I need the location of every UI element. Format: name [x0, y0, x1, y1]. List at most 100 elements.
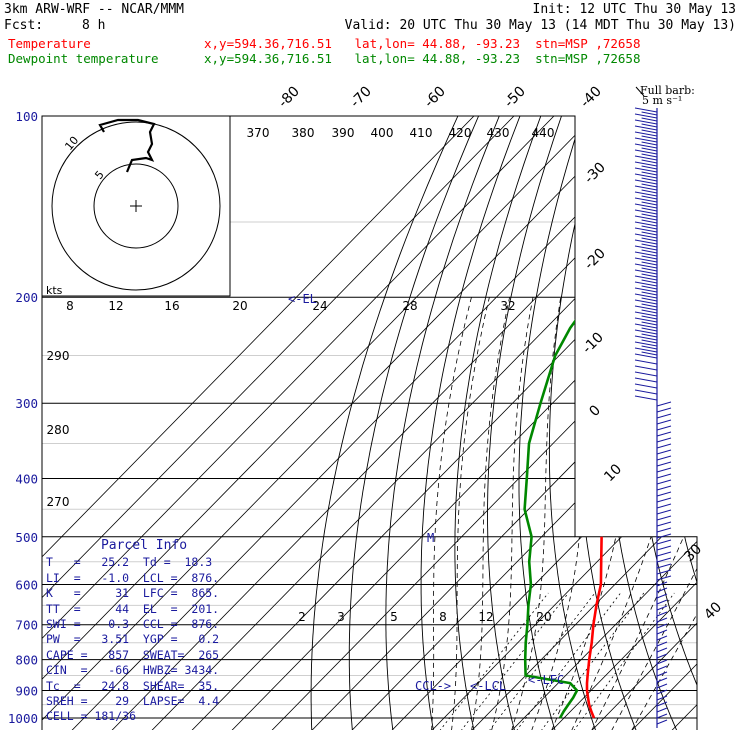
hodograph-speed-tick: 28 — [402, 299, 417, 313]
moist-adiabats — [432, 297, 740, 731]
parcel-info-title: Parcel Info — [46, 538, 228, 553]
dry-adiabat — [549, 116, 603, 731]
parcel-info-panel: Parcel Info T = 25.2 Td = 18.3 LI = -1.0 … — [46, 538, 228, 725]
wind-barb — [642, 112, 657, 115]
isotherm-label: -10 — [579, 329, 606, 356]
mixing-ratio-label: 8 — [439, 610, 447, 624]
parcel-info-row: CIN = -66 HWBZ= 3434. — [46, 663, 228, 678]
wind-barb — [642, 316, 657, 319]
wind-barb — [657, 534, 671, 538]
wind-barb — [642, 286, 657, 289]
wind-barb — [642, 268, 657, 271]
wind-barb — [642, 148, 657, 151]
isotherm-label: -50 — [501, 83, 528, 110]
wind-barb — [657, 648, 667, 652]
wind-barb — [657, 402, 671, 406]
wind-barb — [657, 528, 671, 532]
mixing-ratio-label: 5 — [390, 610, 398, 624]
parcel-info-row: TT = 44 EL = 201. — [46, 602, 228, 617]
theta-label: 420 — [449, 126, 472, 140]
mixing-ratio-label: 20 — [536, 610, 551, 624]
wind-barb — [642, 298, 657, 301]
parcel-info-row: LI = -1.0 LCL = 876. — [46, 571, 228, 586]
wind-barb — [642, 130, 657, 133]
pressure-tick-label: 300 — [15, 396, 38, 411]
theta-lower-label: 280 — [47, 423, 70, 437]
wind-barb — [642, 142, 657, 145]
theta-lower-label: 270 — [47, 495, 70, 509]
barb-legend-units: 5 m s⁻¹ — [642, 94, 682, 107]
isotherm-label: -20 — [581, 245, 608, 272]
wind-barb — [642, 352, 657, 355]
pressure-tick-label: 1000 — [8, 711, 38, 726]
hodograph-speed-tick: 8 — [66, 299, 74, 313]
pressure-tick-label: 800 — [15, 653, 38, 668]
wind-barb — [642, 154, 657, 157]
dry-adiabat — [579, 116, 637, 731]
wind-barb — [657, 714, 667, 718]
wind-barb — [635, 378, 657, 382]
wind-barb — [642, 208, 657, 211]
wind-barb — [635, 384, 657, 388]
parcel-info-row: SREH = 29 LAPSE= 4.4 — [46, 694, 228, 709]
wind-barb — [657, 408, 671, 412]
wind-barb — [642, 160, 657, 163]
isotherm-label: -30 — [581, 159, 608, 186]
wind-barb — [642, 232, 657, 235]
theta-label: 440 — [532, 126, 555, 140]
isotherm-line — [631, 116, 740, 731]
wind-barb — [657, 576, 671, 580]
wind-barb — [642, 124, 657, 127]
theta-label: 410 — [410, 126, 433, 140]
wind-barb — [657, 432, 671, 436]
wind-barb — [642, 244, 657, 247]
wind-barb — [657, 510, 671, 514]
wind-barb — [657, 678, 667, 682]
wind-barb — [642, 328, 657, 331]
wind-barb — [642, 346, 657, 349]
parcel-info-row: CELL = 181/36 — [46, 709, 228, 724]
mixing-ratio-label: 12 — [478, 610, 493, 624]
wind-barb — [657, 600, 667, 604]
mixing-ratio-line — [461, 593, 568, 731]
wind-barb — [642, 184, 657, 187]
wind-barb — [642, 172, 657, 175]
pressure-tick-label: 700 — [15, 618, 38, 633]
isotherm-line — [231, 116, 740, 731]
isotherm-line — [551, 116, 740, 731]
wind-barb — [657, 480, 671, 484]
wind-barb — [642, 292, 657, 295]
wind-barb — [657, 468, 671, 472]
pressure-tick-label: 900 — [15, 683, 38, 698]
pressure-tick-label: 500 — [15, 530, 38, 545]
wind-barb — [635, 108, 657, 112]
wind-barb — [642, 214, 657, 217]
ccl-marker: CCL-> — [415, 679, 451, 693]
wind-barb — [657, 708, 667, 712]
pressure-tick-label: 100 — [15, 109, 38, 124]
wind-barb — [657, 564, 671, 568]
wind-barbs — [635, 108, 671, 728]
sounding-traces — [525, 116, 740, 718]
wind-barb — [642, 262, 657, 265]
hodograph-speed-tick: 12 — [108, 299, 123, 313]
hodograph-speed-tick: 16 — [164, 299, 179, 313]
dry-adiabat — [455, 116, 541, 731]
wind-barb — [657, 630, 667, 634]
hodograph-speed-tick: 32 — [500, 299, 515, 313]
lfc-marker: <-LFC — [528, 673, 564, 687]
isotherm-label: -40 — [577, 83, 604, 110]
isotherm-label: 10 — [601, 461, 625, 485]
wind-barb — [642, 334, 657, 337]
wind-barb — [657, 450, 671, 454]
wind-barb — [657, 720, 667, 724]
dewpoint-trace — [525, 116, 740, 718]
m-marker: M — [427, 531, 434, 545]
isotherm-label: 40 — [701, 599, 725, 623]
mixing-ratio-label: 2 — [298, 610, 306, 624]
dry-adiabat — [688, 116, 740, 731]
wind-barb — [635, 390, 657, 394]
wind-barb — [642, 166, 657, 169]
pressure-tick-label: 400 — [15, 471, 38, 486]
parcel-info-row: SWI = 0.3 CCL = 876. — [46, 617, 228, 632]
